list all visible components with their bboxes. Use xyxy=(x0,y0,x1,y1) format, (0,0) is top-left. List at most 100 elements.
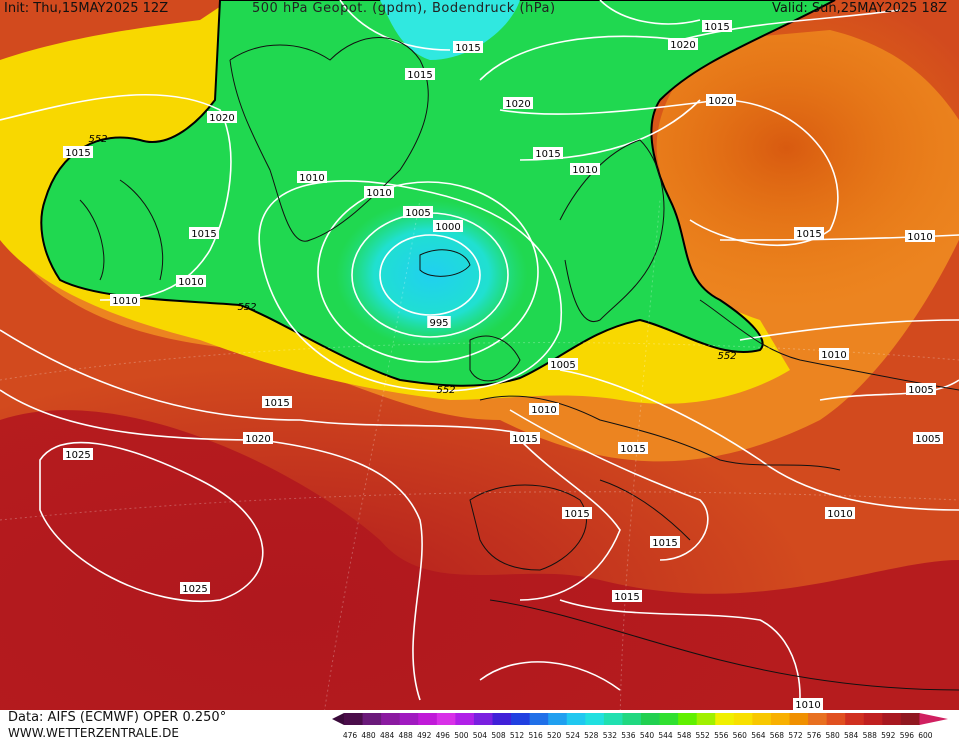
color-swatch xyxy=(603,713,623,725)
color-scale-tick: 540 xyxy=(640,731,655,740)
isobar-label-bg xyxy=(207,111,237,123)
geopot-552-label: 552 xyxy=(237,302,256,313)
isobar-label-bg xyxy=(63,146,93,158)
color-swatch xyxy=(418,713,438,725)
isobar-label-bg xyxy=(702,20,732,32)
color-scale-tick: 576 xyxy=(807,731,822,740)
data-source-label: Data: AIFS (ECMWF) OPER 0.250° xyxy=(8,710,227,725)
color-scale-tick: 548 xyxy=(677,731,692,740)
color-swatch xyxy=(863,713,883,725)
isobar-label-bg xyxy=(403,206,433,218)
isobar-label-bg xyxy=(262,396,292,408)
isobar-label: 1005 xyxy=(405,208,430,219)
color-swatch xyxy=(362,713,382,725)
color-swatch xyxy=(715,713,735,725)
color-swatch xyxy=(511,713,531,725)
isobar-label: 1015 xyxy=(264,398,289,409)
color-scale-tick: 516 xyxy=(528,731,543,740)
isobar-label-bg xyxy=(612,590,642,602)
isobar-label: 1015 xyxy=(652,538,677,549)
color-scale-tick: 596 xyxy=(900,731,915,740)
isobar-label: 1015 xyxy=(796,229,821,240)
color-swatch xyxy=(826,713,846,725)
color-swatch xyxy=(436,713,456,725)
isobar-label: 1020 xyxy=(708,96,733,107)
color-swatch xyxy=(770,713,790,725)
color-swatch xyxy=(919,713,948,725)
header-bar: Init: Thu,15MAY2025 12Z 500 hPa Geopot. … xyxy=(0,0,959,18)
isobar-label-bg xyxy=(906,383,936,395)
color-swatch xyxy=(641,713,661,725)
isobar-label-bg xyxy=(176,275,206,287)
isobar-label-bg xyxy=(110,294,140,306)
color-swatch xyxy=(882,713,902,725)
isobar-label: 1020 xyxy=(670,40,695,51)
isobar-label: 1025 xyxy=(182,584,207,595)
color-scale-tick: 580 xyxy=(825,731,840,740)
isobar-label: 1015 xyxy=(620,444,645,455)
color-scale-tick: 564 xyxy=(751,731,766,740)
color-scale-tick: 532 xyxy=(603,731,618,740)
isobar-label-bg xyxy=(503,97,533,109)
map-title: 500 hPa Geopot. (gpdm), Bodendruck (hPa) xyxy=(252,1,556,16)
isobar-label-bg xyxy=(548,358,578,370)
color-scale-tick: 536 xyxy=(621,731,636,740)
color-scale-tick: 512 xyxy=(510,731,525,740)
isobar-label: 1015 xyxy=(407,70,432,81)
isobar-label-bg xyxy=(405,68,435,80)
color-swatch xyxy=(332,713,344,725)
isobar-label-bg xyxy=(364,186,394,198)
color-scale-ticks: 476 480 484 488 492 496 500 504 508 512 516 520 524 5… xyxy=(343,731,933,740)
isobar-label: 1010 xyxy=(299,173,324,184)
color-scale-tick: 588 xyxy=(863,731,878,740)
isobar-label-bg xyxy=(570,163,600,175)
color-scale-tick: 496 xyxy=(436,731,451,740)
color-swatch xyxy=(659,713,679,725)
isobar-label: 1025 xyxy=(65,450,90,461)
color-scale-swatches xyxy=(332,713,948,725)
isobar-label: 1010 xyxy=(827,509,852,520)
color-scale-tick: 528 xyxy=(584,731,599,740)
color-swatch xyxy=(344,713,364,725)
isobar-label-bg xyxy=(510,432,540,444)
color-swatch xyxy=(696,713,716,725)
isobar-label: 1015 xyxy=(564,509,589,520)
color-swatch xyxy=(492,713,512,725)
color-scale-bar: 476 480 484 488 492 496 500 504 508 512 516 520 524 5… xyxy=(332,713,948,740)
isobar-label: 1010 xyxy=(531,405,556,416)
isobar-label-bg xyxy=(453,41,483,53)
geopot-552-label: 552 xyxy=(436,385,455,396)
color-scale-tick: 544 xyxy=(658,731,673,740)
isobar-label: 1005 xyxy=(915,434,940,445)
isobar-label: 1010 xyxy=(795,700,820,711)
isobar-label: 1015 xyxy=(65,148,90,159)
isobar-label-bg xyxy=(529,403,559,415)
isobar-label: 1005 xyxy=(908,385,933,396)
color-scale-tick: 508 xyxy=(491,731,506,740)
color-scale-tick: 524 xyxy=(566,731,581,740)
color-scale-tick: 484 xyxy=(380,731,395,740)
isobar-label: 1020 xyxy=(505,99,530,110)
isobar-label: 1020 xyxy=(209,113,234,124)
isobar-label-bg xyxy=(297,171,327,183)
init-time-label: Init: Thu,15MAY2025 12Z xyxy=(4,1,169,16)
color-swatch xyxy=(473,713,493,725)
color-scale-tick: 556 xyxy=(714,731,729,740)
color-scale-tick: 572 xyxy=(788,731,803,740)
color-swatch xyxy=(900,713,920,725)
color-scale-tick: 520 xyxy=(547,731,562,740)
isobar-label-bg xyxy=(433,220,463,232)
isobar-label: 1005 xyxy=(550,360,575,371)
color-scale-tick: 592 xyxy=(881,731,896,740)
isobar-label-bg xyxy=(63,448,93,460)
isobar-label-bg xyxy=(794,227,824,239)
color-scale-tick: 600 xyxy=(918,731,933,740)
geopot-552-label: 552 xyxy=(717,351,736,362)
color-swatch xyxy=(678,713,698,725)
isobar-label: 1015 xyxy=(614,592,639,603)
color-scale-tick: 488 xyxy=(399,731,414,740)
color-scale-tick: 568 xyxy=(770,731,785,740)
color-scale-tick: 492 xyxy=(417,731,432,740)
